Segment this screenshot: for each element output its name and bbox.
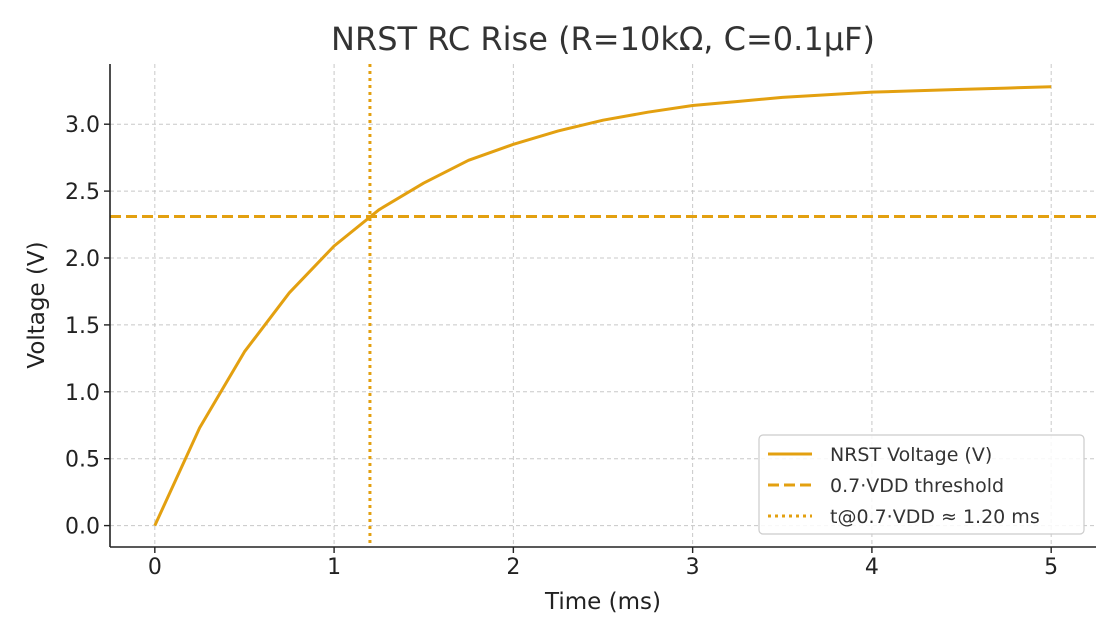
y-tick-label: 0.0 [65, 515, 100, 540]
y-axis-label: Voltage (V) [24, 241, 50, 368]
chart-title: NRST RC Rise (R=10kΩ, C=0.1µF) [331, 20, 875, 58]
x-tick-label: 3 [686, 555, 700, 580]
legend: NRST Voltage (V) 0.7·VDD threshold t@0.7·V… [758, 434, 1085, 535]
x-tick-label: 5 [1044, 555, 1058, 580]
legend-box [758, 434, 1085, 535]
x-axis-label: Time (ms) [544, 589, 661, 615]
axes: 0 1 2 3 4 5 0.0 0.5 1.0 1.5 2.0 2.5 3.0 [65, 64, 1096, 580]
y-tick-label: 1.0 [65, 381, 100, 406]
legend-entry-label: NRST Voltage (V) [830, 444, 992, 466]
grid [110, 64, 1096, 547]
x-tick-label: 2 [506, 555, 520, 580]
series-line-nrst-voltage [153, 85, 1052, 527]
y-tick-label: 2.0 [65, 247, 100, 272]
x-tick-label: 1 [327, 555, 341, 580]
legend-entry-label: t@0.7·VDD ≈ 1.20 ms [830, 506, 1040, 528]
x-tick-label: 0 [148, 555, 162, 580]
y-tick-label: 1.5 [65, 314, 100, 339]
y-tick-label: 2.5 [65, 180, 100, 205]
plot-area [110, 64, 1096, 547]
y-tick-label: 3.0 [65, 113, 100, 138]
x-tick-label: 4 [865, 555, 879, 580]
legend-entry-label: 0.7·VDD threshold [830, 475, 1004, 497]
y-tick-label: 0.5 [65, 448, 100, 473]
